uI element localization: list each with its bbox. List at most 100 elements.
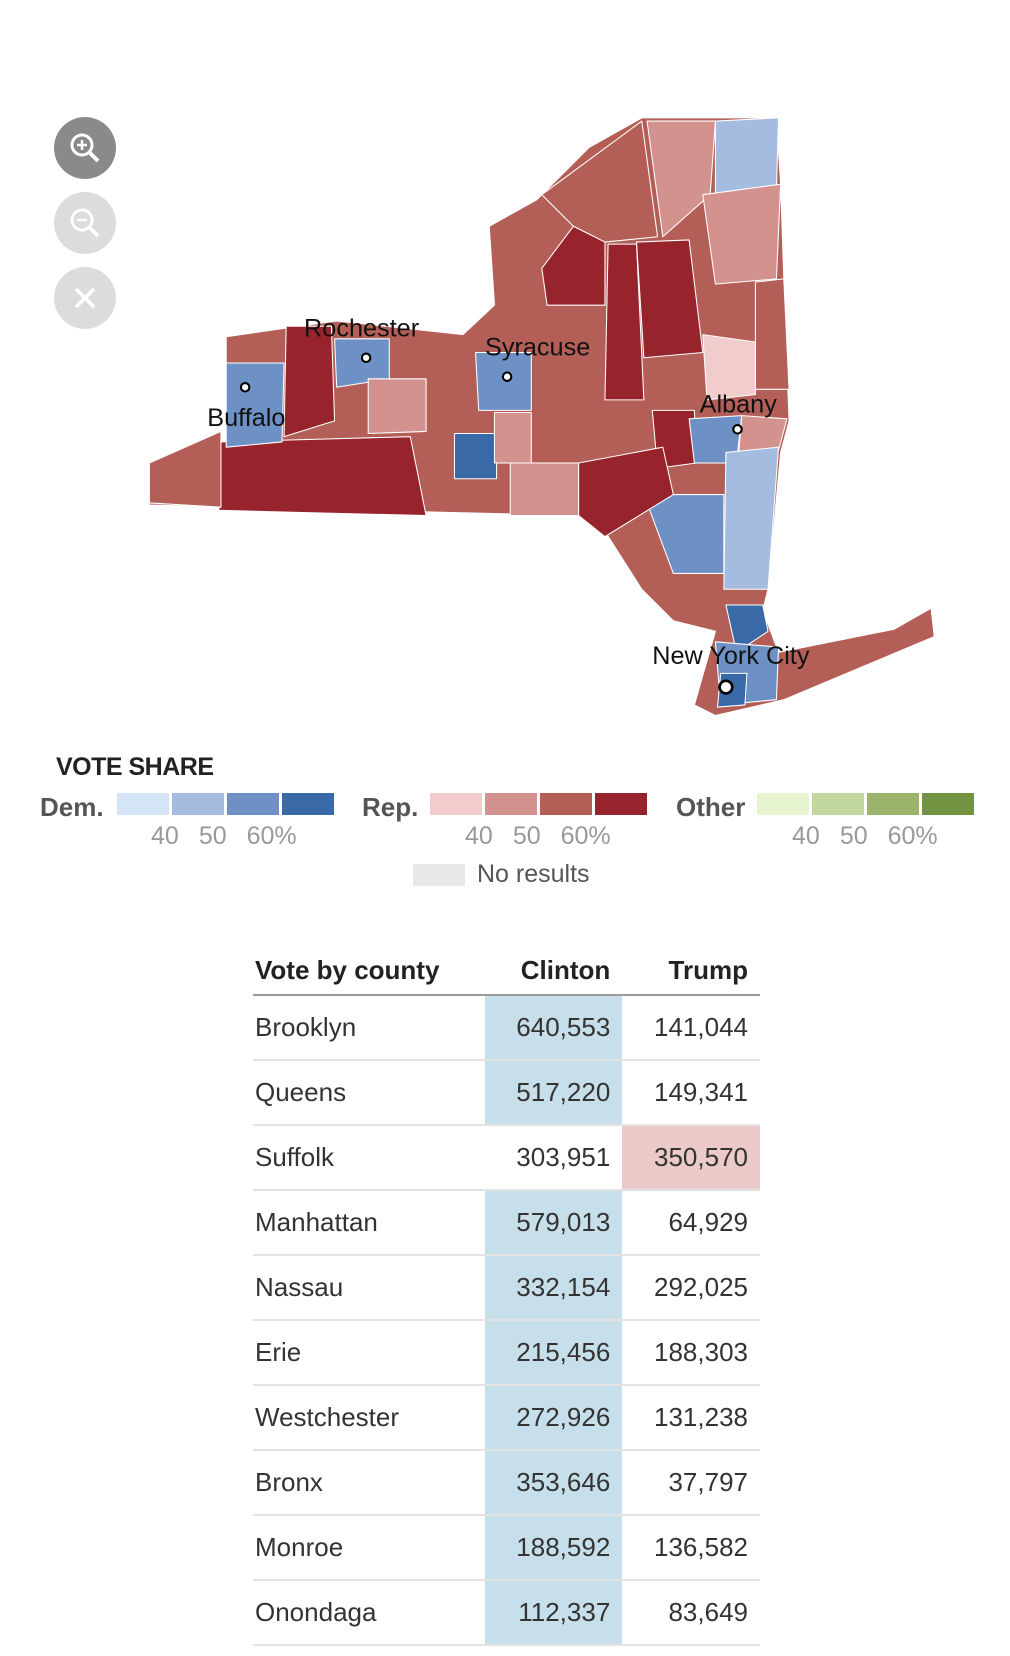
- zoom-in-icon: [70, 133, 100, 163]
- trump-votes-cell: 64,929: [622, 1190, 760, 1256]
- table-row: Manhattan 579,013 64,929: [253, 1190, 760, 1256]
- clinton-votes-cell: 188,592: [484, 1515, 623, 1581]
- no-results-swatch: [413, 863, 465, 886]
- zoom-in-button[interactable]: [54, 117, 116, 179]
- county: [218, 436, 427, 517]
- trump-votes-cell: 188,303: [622, 1320, 760, 1386]
- tick: 50: [198, 822, 227, 850]
- county-erie: [225, 362, 285, 448]
- trump-votes-cell: 292,025: [622, 1255, 760, 1321]
- county: [148, 430, 222, 508]
- county: [578, 446, 674, 538]
- tick: 40: [792, 822, 820, 850]
- header-trump[interactable]: Trump: [622, 946, 760, 996]
- city-label-syracuse: Syracuse: [485, 334, 590, 362]
- zoom-out-icon: [70, 208, 100, 238]
- swatch: [430, 793, 482, 815]
- county-cell: Erie: [253, 1320, 485, 1386]
- no-results-label: No results: [477, 860, 590, 888]
- tick: 60%: [246, 822, 297, 850]
- county-westchester: [725, 604, 769, 653]
- county: [635, 239, 704, 359]
- trump-votes-cell: 149,341: [622, 1060, 760, 1126]
- city-label-rochester: Rochester: [304, 315, 419, 343]
- county: [714, 117, 780, 196]
- trump-votes-cell: 136,582: [622, 1515, 760, 1581]
- county: [643, 494, 725, 574]
- trump-votes-cell: 83,649: [622, 1580, 760, 1646]
- county: [702, 334, 756, 401]
- county-cell: Suffolk: [253, 1125, 485, 1191]
- county-cell: Monroe: [253, 1515, 485, 1581]
- table-row: Brooklyn 640,553 141,044: [253, 995, 760, 1061]
- table-row: Suffolk 303,951 350,570: [253, 1125, 760, 1191]
- city-label-buffalo: Buffalo: [207, 404, 285, 432]
- vote-share-legend: VOTE SHARE Dem. 40 50 60% Rep. 40 50 60% Oth…: [0, 750, 1010, 890]
- county-cell: Manhattan: [253, 1190, 485, 1256]
- legend-other-swatches: [757, 793, 974, 815]
- legend-title: VOTE SHARE: [56, 753, 214, 781]
- county-cell: Nassau: [253, 1255, 485, 1321]
- swatch: [282, 793, 334, 815]
- county: [283, 325, 336, 438]
- header-county[interactable]: Vote by county: [253, 946, 485, 996]
- table-row: Onondaga 112,337 83,649: [253, 1580, 760, 1646]
- table-row: Bronx 353,646 37,797: [253, 1450, 760, 1516]
- trump-votes-cell: 350,570: [622, 1125, 760, 1191]
- legend-rep-swatches: [430, 793, 647, 815]
- tick: 50: [512, 822, 541, 850]
- clinton-votes-cell: 112,337: [484, 1580, 623, 1646]
- new-york-county-map[interactable]: Rochester Syracuse Buffalo Albany New Yo…: [0, 0, 1010, 745]
- swatch: [540, 793, 592, 815]
- legend-no-results: No results: [413, 860, 590, 889]
- legend-rep-label: Rep.: [362, 792, 419, 822]
- tick: 60%: [887, 822, 938, 850]
- reset-map-button[interactable]: [54, 267, 116, 329]
- county-cell: Bronx: [253, 1450, 485, 1516]
- legend-dem-ticks: 40 50 60%: [151, 822, 297, 851]
- county: [541, 225, 606, 306]
- close-icon: [74, 287, 96, 309]
- table-row: Westchester 272,926 131,238: [253, 1385, 760, 1451]
- swatch: [867, 793, 919, 815]
- tick: 60%: [560, 822, 611, 850]
- clinton-votes-cell: 517,220: [484, 1060, 623, 1126]
- legend-rep-ticks: 40 50 60%: [465, 822, 611, 851]
- county: [509, 462, 580, 517]
- county: [367, 378, 427, 435]
- table-row: Nassau 332,154 292,025: [253, 1255, 760, 1321]
- swatch: [595, 793, 647, 815]
- county-cell: Queens: [253, 1060, 485, 1126]
- swatch: [117, 793, 169, 815]
- county: [604, 243, 645, 401]
- county: [541, 120, 659, 243]
- table-header-row: Vote by county Clinton Trump: [253, 946, 760, 996]
- trump-votes-cell: 131,238: [622, 1385, 760, 1451]
- tick: 40: [465, 822, 493, 850]
- swatch: [485, 793, 537, 815]
- city-label-new-york-city: New York City: [652, 642, 810, 670]
- swatch: [757, 793, 809, 815]
- legend-dem-swatches: [117, 793, 334, 815]
- clinton-votes-cell: 272,926: [484, 1385, 623, 1451]
- county: [723, 446, 780, 590]
- legend-other-ticks: 40 50 60%: [792, 822, 938, 851]
- county-cell: Westchester: [253, 1385, 485, 1451]
- county: [493, 411, 532, 464]
- tick: 40: [151, 822, 179, 850]
- county: [754, 278, 790, 390]
- clinton-votes-cell: 215,456: [484, 1320, 623, 1386]
- table-row: Queens 517,220 149,341: [253, 1060, 760, 1126]
- trump-votes-cell: 37,797: [622, 1450, 760, 1516]
- vote-by-county-table: Vote by county Clinton Trump Brooklyn 640…: [253, 946, 760, 1646]
- header-clinton[interactable]: Clinton: [484, 946, 623, 996]
- county-onondaga: [475, 351, 532, 411]
- county-cell: Brooklyn: [253, 995, 485, 1061]
- county: [453, 432, 498, 480]
- county-cell: Onondaga: [253, 1580, 485, 1646]
- swatch: [922, 793, 974, 815]
- clinton-votes-cell: 579,013: [484, 1190, 623, 1256]
- swatch: [812, 793, 864, 815]
- zoom-out-button[interactable]: [54, 192, 116, 254]
- clinton-votes-cell: 332,154: [484, 1255, 623, 1321]
